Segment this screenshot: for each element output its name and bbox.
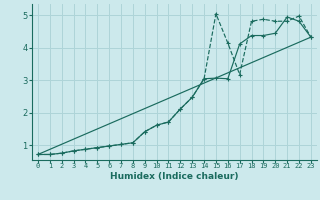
X-axis label: Humidex (Indice chaleur): Humidex (Indice chaleur) [110,172,239,181]
